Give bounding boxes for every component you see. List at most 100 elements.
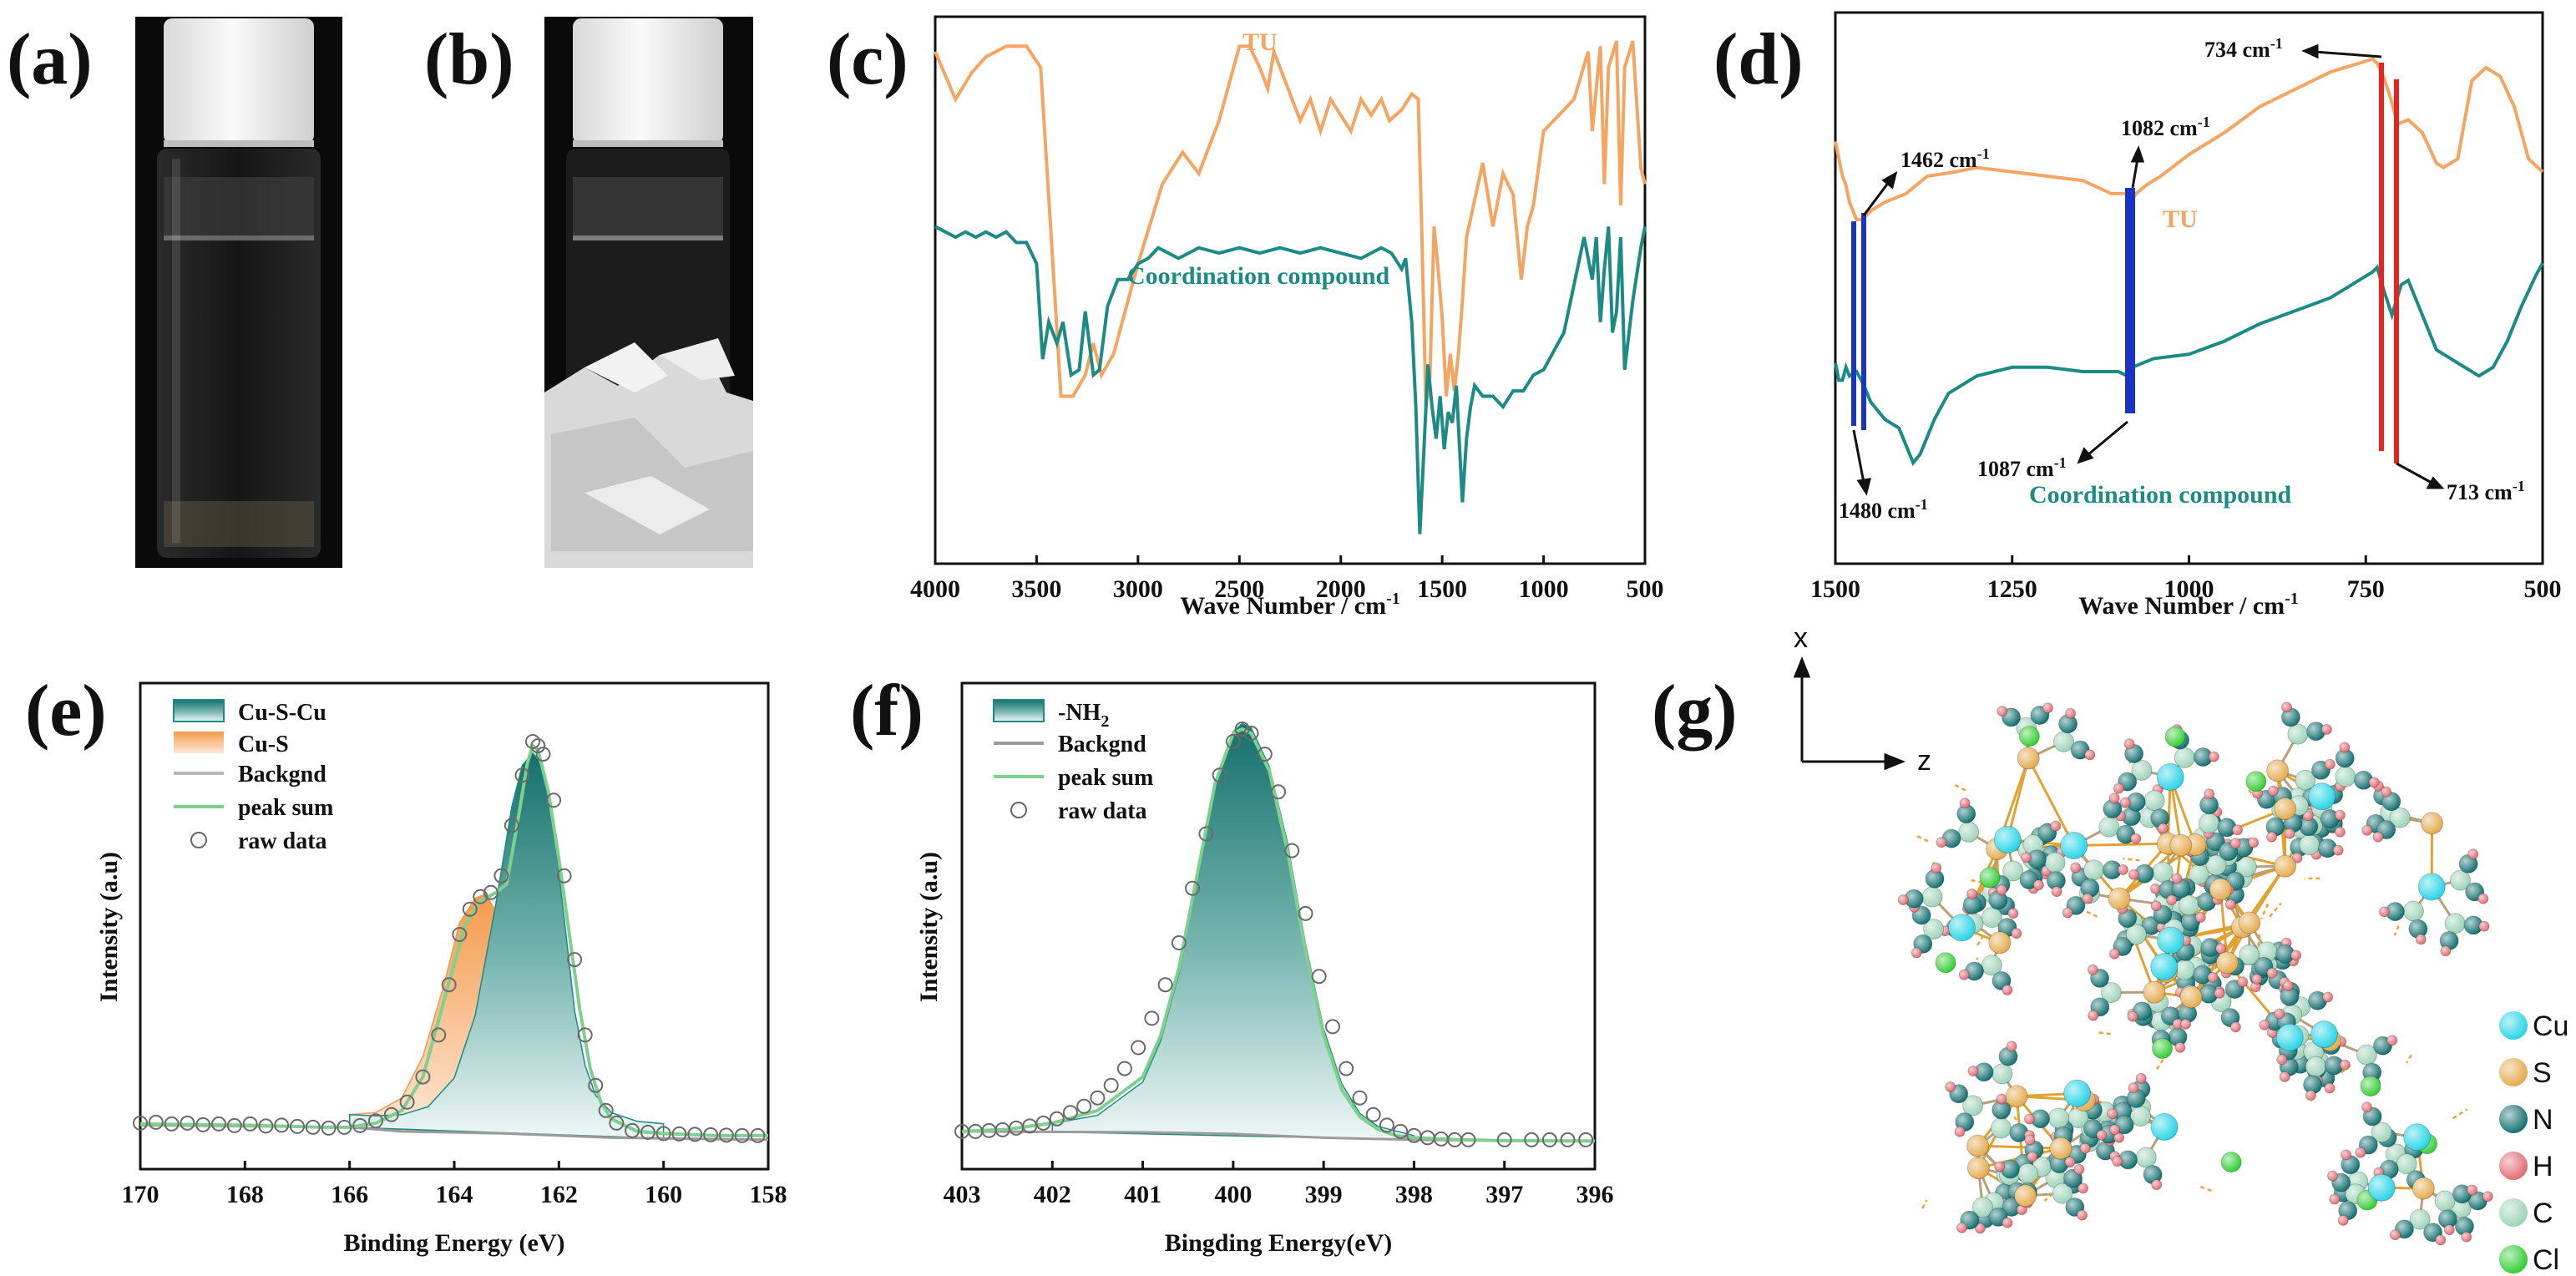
atom-highlight xyxy=(2354,771,2373,790)
panel-b-label: (b) xyxy=(424,19,514,100)
panel-f-label: (f) xyxy=(850,671,924,752)
raw-data-point xyxy=(687,1127,703,1142)
atom-highlight xyxy=(2007,1041,2017,1051)
atom-highlight xyxy=(2180,986,2203,1008)
raw-data-point xyxy=(1049,1111,1065,1127)
atom-highlight xyxy=(2444,1224,2455,1235)
atom-highlight xyxy=(2305,1090,2316,1101)
legend-swatch-cu-s-cu xyxy=(173,699,225,722)
raw-data-point xyxy=(1271,784,1286,800)
series-label-cc-c: Coordination compound xyxy=(1127,262,1390,290)
atom-highlight xyxy=(2251,974,2262,985)
atom-highlight xyxy=(2097,1130,2107,1141)
h-bond xyxy=(2393,925,2400,936)
atom-highlight xyxy=(2440,931,2459,950)
atom-highlight xyxy=(2386,902,2405,921)
h-bond xyxy=(2086,910,2101,919)
atom-highlight xyxy=(2136,1147,2157,1167)
raw-data-point xyxy=(1185,880,1201,896)
atom-highlight xyxy=(2152,1038,2173,1059)
legend-swatch-cu-s xyxy=(174,732,224,753)
atom-highlight xyxy=(2199,795,2219,814)
atom-highlight xyxy=(1942,829,1961,848)
raw-data-point xyxy=(133,1115,148,1131)
atom-highlight xyxy=(2128,869,2139,880)
atom-highlight xyxy=(2116,825,2135,844)
atom-legend-label-cu: Cu xyxy=(2533,1010,2568,1042)
atom-highlight xyxy=(1898,894,1909,905)
atom-highlight xyxy=(2295,770,2315,791)
raw-data-point xyxy=(1284,843,1300,858)
raw-data-point xyxy=(625,1122,640,1138)
atom-highlight xyxy=(2194,747,2213,767)
atom-highlight xyxy=(2047,871,2066,890)
atom-highlight xyxy=(2084,749,2095,760)
atom-highlight xyxy=(1965,962,1984,980)
c-tick-label-4000: 4000 xyxy=(910,575,960,603)
atom-highlight xyxy=(2078,1182,2088,1193)
atom-highlight xyxy=(2355,1147,2366,1158)
atom-highlight xyxy=(2031,1109,2050,1128)
h-bond xyxy=(1915,834,1929,843)
atom-highlight xyxy=(2361,1101,2372,1112)
atom-highlight xyxy=(2281,701,2292,712)
marker-lines-d xyxy=(1851,63,2399,463)
atom-highlight xyxy=(1988,891,2007,909)
atom-highlight xyxy=(2285,828,2295,839)
atom-highlight xyxy=(1945,1081,1956,1092)
atom-highlight xyxy=(2150,884,2161,894)
atom-highlight xyxy=(2151,1113,2179,1141)
atom-highlight xyxy=(2171,873,2182,884)
panel-a: (a) xyxy=(7,17,342,568)
atom-highlight xyxy=(2339,742,2350,752)
raw-data-point xyxy=(483,884,498,900)
raw-data-point xyxy=(1062,1105,1078,1121)
atom-legend-label-s: S xyxy=(2533,1057,2552,1089)
atom-highlight xyxy=(2174,1042,2185,1053)
atom-highlight xyxy=(2136,1073,2147,1084)
raw-data-point xyxy=(274,1117,290,1133)
raw-data-point xyxy=(1076,1098,1092,1114)
atom-highlight xyxy=(2002,985,2012,995)
atom-highlight xyxy=(2214,988,2224,999)
atom-highlight xyxy=(1956,1223,1967,1233)
atom-highlight xyxy=(2412,1177,2435,1200)
atom-highlight xyxy=(2128,1011,2138,1022)
raw-data-point xyxy=(1325,1019,1340,1035)
atom-highlight xyxy=(2150,808,2169,828)
atom-highlight xyxy=(2322,992,2333,1002)
atom-highlight xyxy=(2461,1232,2472,1243)
vial-photo-b xyxy=(544,17,753,568)
panel-c-label: (c) xyxy=(827,19,908,100)
atom-highlight xyxy=(1926,869,1944,889)
atom-highlight xyxy=(2335,767,2356,787)
atom-highlight xyxy=(2341,1155,2360,1174)
atom-highlight xyxy=(2256,941,2277,962)
atom-highlight xyxy=(2335,810,2346,821)
raw-data-point xyxy=(546,792,562,808)
atom-highlight xyxy=(2199,813,2219,833)
atom-legend-shade xyxy=(2499,1058,2528,1086)
peak-sum-line-e xyxy=(139,742,768,1137)
atom-highlight xyxy=(2071,741,2090,760)
atom-highlight xyxy=(2062,908,2073,918)
raw-data-point xyxy=(180,1115,195,1131)
atom-highlight xyxy=(2150,953,2178,980)
atom-highlight xyxy=(1975,1062,1993,1081)
atom-highlight xyxy=(2245,771,2266,792)
f-tick-label-398: 398 xyxy=(1395,1181,1433,1208)
raw-data-point xyxy=(1035,1115,1051,1131)
raw-data-point xyxy=(1524,1132,1540,1147)
atom-highlight xyxy=(2124,744,2143,763)
atom-highlight xyxy=(2067,1107,2088,1128)
atom-highlight xyxy=(2027,1152,2037,1162)
atom-highlight xyxy=(2173,1019,2184,1030)
atom-highlight xyxy=(2403,1123,2431,1151)
h-bond xyxy=(2128,754,2132,764)
atom-highlight xyxy=(2193,965,2212,985)
raw-data-point xyxy=(452,927,468,942)
e-tick-label-166: 166 xyxy=(331,1181,368,1208)
h-bond xyxy=(2043,1192,2054,1203)
raw-data-point xyxy=(1103,1077,1119,1093)
